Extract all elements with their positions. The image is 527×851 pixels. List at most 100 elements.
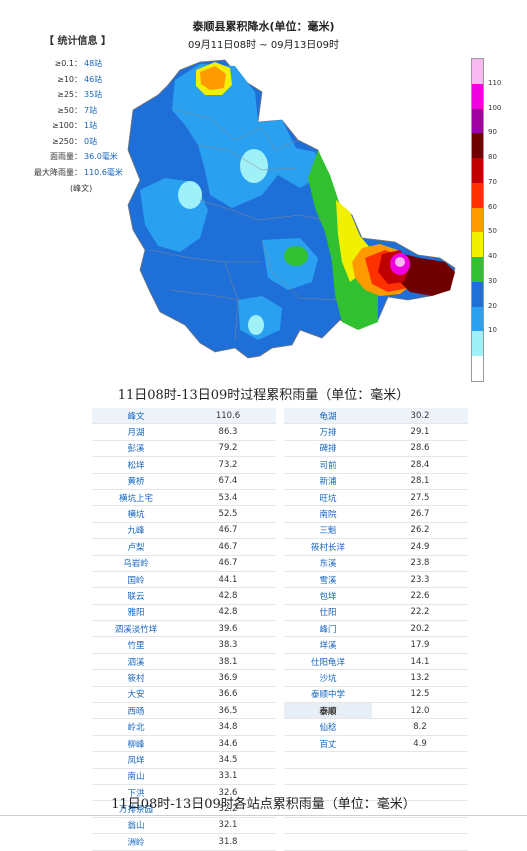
footer-title: 11日08时-13日09时各站点累积雨量（单位：毫米） — [111, 797, 416, 812]
station-name: 松垟 — [92, 456, 180, 474]
table-row: 乌岩岭 46.7 东溪 23.8 — [92, 555, 468, 572]
table-row: 泗溪淡竹垟 39.6 峰门 20.2 — [92, 620, 468, 638]
station-name: 三魁 — [284, 522, 372, 540]
station-name — [284, 800, 372, 818]
station-name: 南山 — [92, 768, 180, 785]
station-name: 包垟 — [284, 587, 372, 605]
station-name: 司前 — [284, 456, 372, 474]
station-rainfall: 22.6 — [372, 587, 468, 605]
station-rainfall: 32.2 — [180, 800, 276, 818]
stats-key: 面雨量： — [50, 152, 82, 162]
column-gap — [276, 522, 284, 538]
column-gap — [276, 703, 284, 719]
town-boundaries — [149, 109, 341, 341]
station-name: 百丈 — [284, 735, 372, 753]
legend-swatch — [472, 207, 483, 233]
station-rainfall: 13.2 — [372, 669, 468, 687]
station-rainfall — [372, 817, 468, 835]
station-name: 横坑上宅 — [92, 489, 180, 507]
station-rainfall: 4.9 — [372, 735, 468, 753]
station-name: 联云 — [92, 587, 180, 605]
column-gap — [276, 768, 284, 784]
rain-zone-under-10-a — [178, 181, 202, 209]
station-rainfall: 31.8 — [180, 833, 276, 851]
station-name: 沙坑 — [284, 669, 372, 687]
station-name: 大安 — [92, 686, 180, 704]
station-rainfall: 53.4 — [180, 489, 276, 507]
legend-swatch — [472, 257, 483, 283]
stats-row: ≥10： 46站 — [32, 72, 142, 88]
station-name — [284, 768, 372, 785]
station-rainfall: 32.1 — [180, 817, 276, 835]
rain-zone-under-10-c — [248, 315, 264, 335]
station-name: 横坑 — [92, 505, 180, 523]
station-name: 东溪 — [284, 555, 372, 572]
rainfall-map-panel: 泰顺县累积降水(单位：毫米) 09月11日08时 ~ 09月13日09时 【 统… — [0, 0, 527, 382]
legend-swatch — [472, 331, 483, 357]
station-rainfall — [372, 751, 468, 769]
stats-value: 36.0毫米 — [84, 152, 118, 162]
stats-value: 1站 — [84, 121, 98, 131]
stats-value: 7站 — [84, 105, 98, 115]
stats-row: ≥250： 0站 — [32, 134, 142, 150]
column-gap — [276, 621, 284, 637]
legend-label: 30 — [488, 276, 497, 285]
stats-key: ≥0.1： — [54, 59, 82, 69]
stats-value: 0站 — [84, 136, 98, 146]
station-rainfall — [372, 784, 468, 802]
table-row: 黄桥 67.4 新浦 28.1 — [92, 473, 468, 490]
station-name: 下洪 — [92, 784, 180, 802]
table-title: 11日08时-13日09时过程累积雨量（单位：毫米） — [117, 388, 410, 403]
rain-zone-peak — [395, 257, 405, 267]
station-rainfall: 24.9 — [372, 538, 468, 556]
stats-key: 最大降雨量： — [34, 167, 82, 177]
station-name: 峰门 — [284, 620, 372, 638]
station-name: 新浦 — [284, 473, 372, 490]
legend-label: 90 — [488, 128, 497, 137]
table-row: 横坑上宅 53.4 旺坑 27.5 — [92, 489, 468, 507]
map-title: 泰顺县累积降水(单位：毫米) — [192, 20, 335, 33]
station-name: 西旸 — [92, 702, 180, 720]
station-rainfall — [372, 768, 468, 785]
station-rainfall: 46.7 — [180, 555, 276, 572]
station-name: 洲岭 — [92, 833, 180, 851]
station-name — [284, 784, 372, 802]
station-name: 龟湖 — [284, 408, 372, 425]
column-gap — [276, 670, 284, 686]
legend-label: 40 — [488, 252, 497, 261]
color-legend — [471, 58, 484, 382]
column-gap — [276, 571, 284, 587]
rain-zone-30-40-spot — [284, 246, 308, 266]
table-row: 松垟 73.2 司前 28.4 — [92, 456, 468, 474]
column-gap — [276, 408, 284, 424]
legend-swatch — [472, 232, 483, 258]
station-rainfall: 20.2 — [372, 620, 468, 638]
stats-row: 面雨量： 36.0毫米 — [32, 149, 142, 165]
column-gap — [276, 817, 284, 833]
column-gap — [276, 752, 284, 768]
station-name: 南院 — [284, 505, 372, 523]
station-name: 仕阳龟洋 — [284, 653, 372, 671]
station-rainfall: 38.3 — [180, 636, 276, 654]
divider — [0, 815, 527, 816]
station-rainfall: 42.8 — [180, 604, 276, 622]
column-gap — [276, 604, 284, 620]
station-name: 泰顺中学 — [284, 686, 372, 704]
station-name: 泰顺 — [284, 702, 372, 720]
table-row: 万排茶园 32.2 — [92, 800, 468, 818]
station-name — [284, 751, 372, 769]
station-rainfall: 26.7 — [372, 505, 468, 523]
station-name: 竹里 — [92, 636, 180, 654]
station-name: 万排茶园 — [92, 800, 180, 818]
legend-swatch — [472, 182, 483, 209]
stats-row: ≥0.1： 48站 — [32, 56, 142, 72]
stats-panel: 【 统计信息 】 ≥0.1： 48站 ≥10： 46站 ≥25： 35站 ≥50： 7站… — [32, 32, 142, 194]
table-row: 九峰 46.7 三魁 26.2 — [92, 522, 468, 540]
station-rainfall: 52.5 — [180, 505, 276, 523]
station-name: 卢梨 — [92, 538, 180, 556]
station-name: 柳峰 — [92, 735, 180, 753]
table-row: 峰文 110.6 龟湖 30.2 — [92, 408, 468, 425]
column-gap — [276, 735, 284, 751]
station-name: 仙稔 — [284, 718, 372, 736]
station-name: 筱村长洋 — [284, 538, 372, 556]
